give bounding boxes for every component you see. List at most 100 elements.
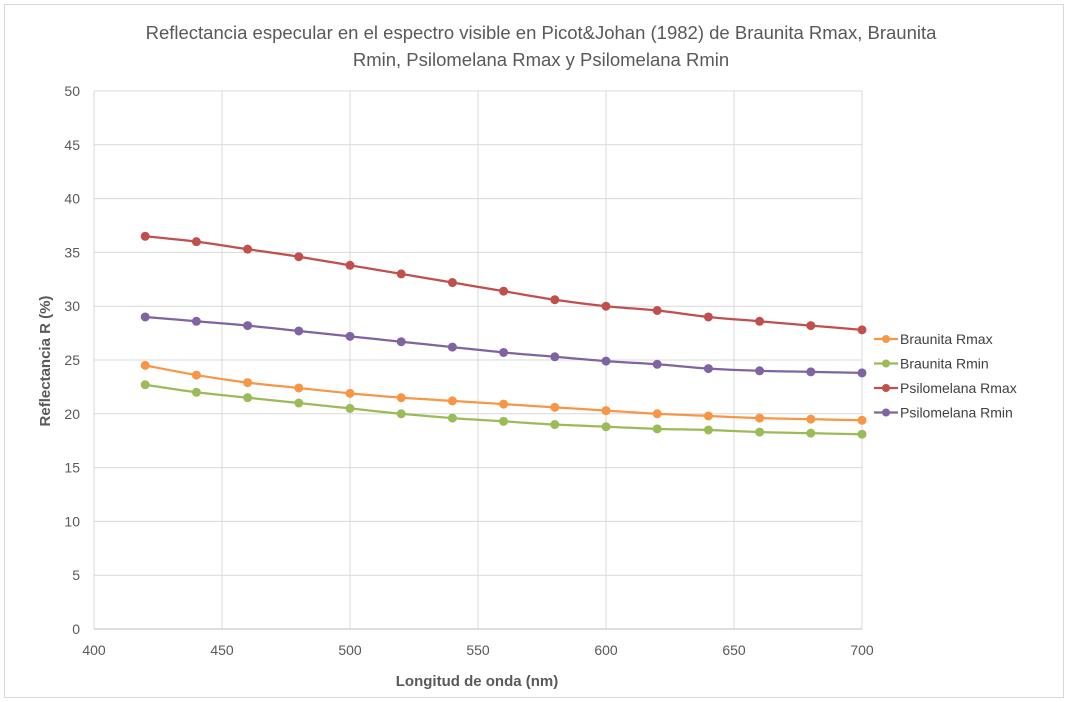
data-point: [806, 321, 816, 331]
data-point: [499, 347, 509, 357]
data-point: [191, 316, 201, 326]
data-point: [857, 325, 867, 335]
data-point: [755, 366, 765, 376]
data-point: [447, 413, 457, 423]
legend-label: Braunita Rmax: [900, 331, 993, 347]
data-point: [396, 393, 406, 403]
y-tick-label: 50: [64, 83, 80, 99]
data-point: [703, 425, 713, 435]
data-point: [243, 321, 253, 331]
data-point: [652, 306, 662, 316]
x-tick-label: 450: [210, 642, 234, 658]
data-point: [550, 352, 560, 362]
legend-dot-marker: [882, 335, 890, 343]
data-point: [294, 252, 304, 262]
data-point: [345, 403, 355, 413]
series-psilomelana-rmin: [140, 312, 867, 378]
x-tick-label: 400: [82, 642, 106, 658]
y-tick-label: 5: [72, 567, 80, 583]
data-point: [396, 337, 406, 347]
data-point: [191, 387, 201, 397]
legend-item: Braunita Rmax: [874, 331, 993, 347]
data-point: [294, 398, 304, 408]
y-axis-title: Reflectancia R (%): [37, 296, 54, 427]
legend-item: Braunita Rmin: [874, 356, 989, 372]
data-point: [550, 420, 560, 430]
series-line: [145, 383, 863, 436]
data-point: [140, 231, 150, 241]
data-point: [294, 383, 304, 393]
y-tick-label: 40: [64, 191, 80, 207]
y-tick-label: 15: [64, 460, 80, 476]
y-tick-label: 25: [64, 352, 80, 368]
gridlines: [93, 90, 863, 630]
x-tick-label: 650: [722, 642, 746, 658]
data-point: [601, 301, 611, 311]
y-tick-label: 10: [64, 513, 80, 529]
axes: 0 5 10 15 20 25 30 35 40 45 50 400 450 500 550 600 650 70…: [64, 83, 873, 658]
y-tick-label: 20: [64, 406, 80, 422]
data-point: [345, 260, 355, 270]
data-point: [243, 244, 253, 254]
y-tick-label: 0: [72, 621, 80, 637]
y-tick-label: 30: [64, 298, 80, 314]
chart-frame: [4, 4, 1064, 698]
data-point: [499, 416, 509, 426]
data-point: [652, 424, 662, 434]
x-tick-label: 500: [338, 642, 362, 658]
data-point: [857, 415, 867, 425]
data-point: [857, 429, 867, 439]
series-line: [145, 315, 863, 375]
data-point: [755, 316, 765, 326]
data-point: [243, 393, 253, 403]
series-lines: [140, 231, 867, 439]
data-point: [191, 237, 201, 247]
data-point: [447, 342, 457, 352]
data-point: [601, 422, 611, 432]
legend-item: Psilomelana Rmax: [874, 380, 1017, 396]
data-point: [499, 286, 509, 296]
series-psilomelana-rmax: [140, 231, 867, 335]
data-point: [191, 370, 201, 380]
data-point: [243, 378, 253, 388]
data-point: [140, 380, 150, 390]
legend-label: Braunita Rmin: [900, 356, 989, 372]
data-point: [806, 414, 816, 424]
series-line: [144, 364, 863, 422]
data-point: [140, 360, 150, 370]
data-point: [703, 364, 713, 374]
data-point: [447, 278, 457, 288]
data-point: [703, 312, 713, 322]
chart-title-line-1: Reflectancia especular en el espectro vi…: [146, 22, 938, 43]
legend-item: Psilomelana Rmin: [874, 405, 1013, 421]
data-point: [345, 331, 355, 341]
data-point: [652, 409, 662, 419]
data-point: [499, 399, 509, 409]
x-tick-label: 550: [466, 642, 490, 658]
series-line: [145, 235, 863, 331]
chart-title-line-2: Rmin, Psilomelana Rmax y Psilomelana Rmi…: [353, 49, 729, 70]
data-point: [447, 396, 457, 406]
data-point: [140, 312, 150, 322]
data-point: [550, 295, 560, 305]
x-tick-label: 600: [594, 642, 618, 658]
data-point: [755, 413, 765, 423]
data-point: [857, 368, 867, 378]
x-axis-title: Longitud de onda (nm): [396, 673, 558, 690]
series-braunita-rmax: [140, 360, 867, 425]
x-tick-label: 700: [850, 642, 874, 658]
legend-dot-marker: [882, 408, 890, 417]
series-braunita-rmin: [140, 380, 867, 439]
legend-label: Psilomelana Rmax: [900, 380, 1017, 396]
legend-label: Psilomelana Rmin: [900, 405, 1013, 421]
data-point: [601, 356, 611, 366]
legend-dot-marker: [882, 359, 890, 368]
data-point: [806, 367, 816, 377]
data-point: [601, 406, 611, 416]
data-point: [703, 411, 713, 421]
y-tick-label: 45: [64, 137, 80, 153]
data-point: [345, 388, 355, 398]
legend-dot-marker: [882, 384, 890, 392]
